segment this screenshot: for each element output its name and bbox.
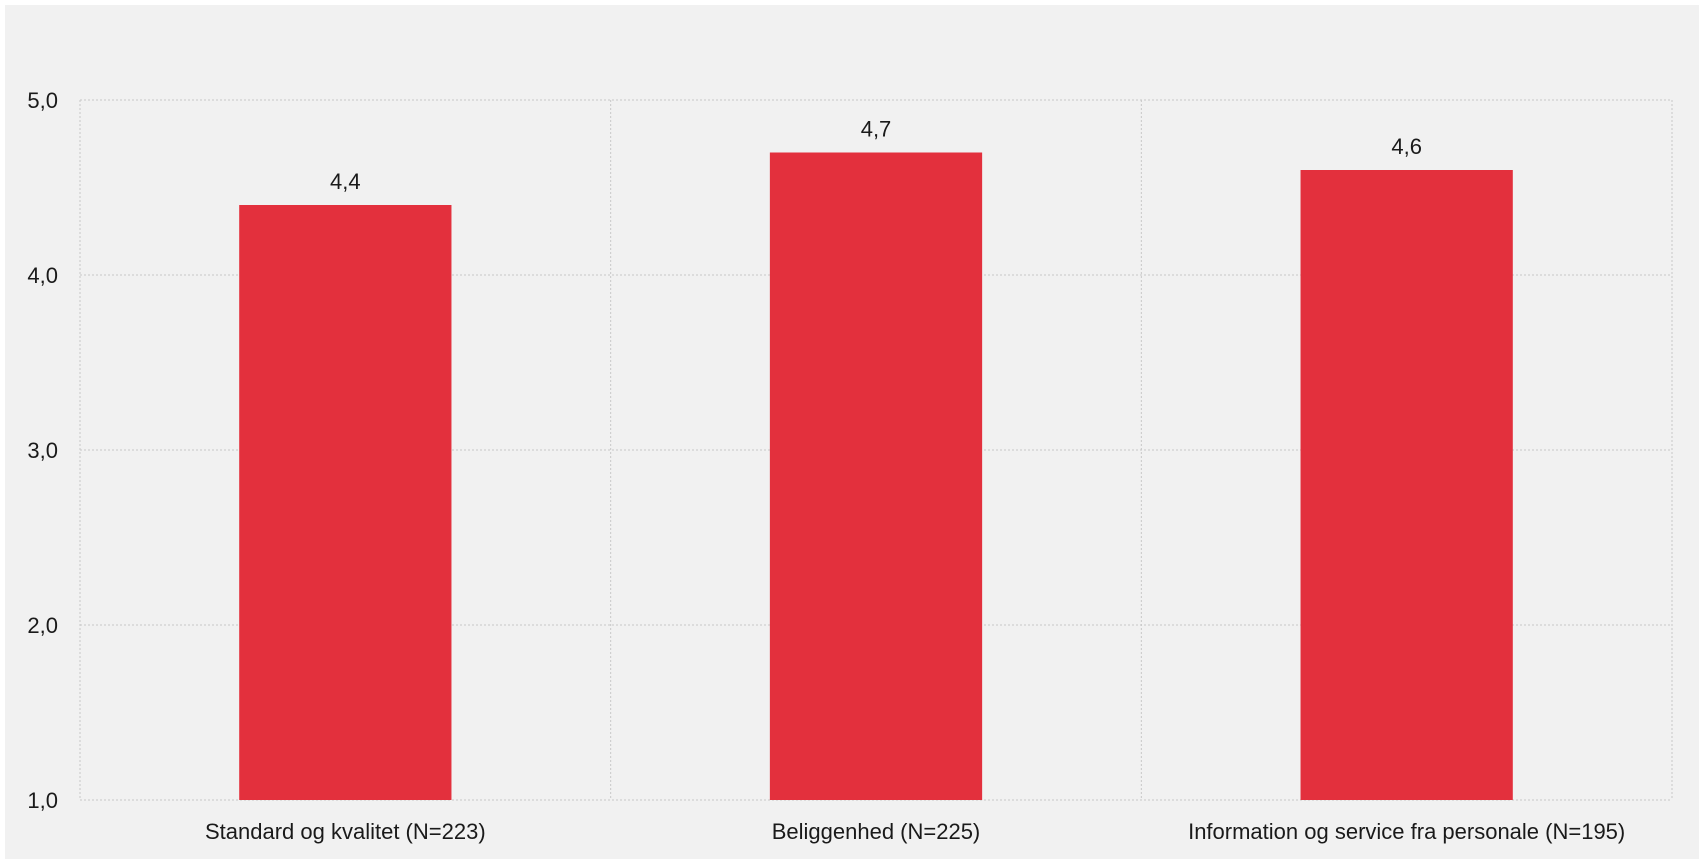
y-tick-label: 1,0	[27, 788, 58, 813]
bar	[1300, 170, 1513, 800]
x-category-label: Information og service fra personale (N=…	[1188, 819, 1625, 844]
x-axis-category-labels: Standard og kvalitet (N=223) Beliggenhed …	[205, 819, 1625, 844]
y-tick-label: 5,0	[27, 88, 58, 113]
bar-value-label: 4,6	[1391, 134, 1422, 159]
y-axis-tick-labels: 1,0 2,0 3,0 4,0 5,0	[27, 88, 58, 813]
bar	[769, 152, 983, 800]
bar-value-label: 4,7	[861, 117, 892, 142]
y-tick-label: 4,0	[27, 263, 58, 288]
bar-chart: 1,0 2,0 3,0 4,0 5,0 Standard og kvalitet (N=…	[27, 88, 1673, 844]
x-category-label: Standard og kvalitet (N=223)	[205, 819, 486, 844]
data-labels: 4,4 4,7 4,6	[330, 117, 1422, 195]
chart-area: 1,0 2,0 3,0 4,0 5,0 Standard og kvalitet (N=…	[5, 5, 1699, 859]
bars	[239, 152, 1513, 800]
bar	[239, 205, 452, 800]
y-tick-label: 3,0	[27, 438, 58, 463]
x-category-label: Beliggenhed (N=225)	[772, 819, 981, 844]
bar-value-label: 4,4	[330, 169, 361, 194]
y-tick-label: 2,0	[27, 613, 58, 638]
